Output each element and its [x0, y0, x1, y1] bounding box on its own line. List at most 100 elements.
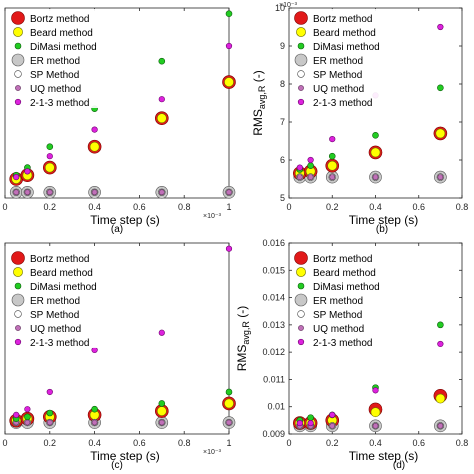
uq-marker: [372, 422, 379, 429]
y-tick-label: 0.01: [267, 402, 285, 412]
beard-marker: [224, 77, 234, 87]
legend-box: [9, 249, 104, 348]
m213-marker: [307, 419, 314, 427]
x-axis-label: Time step (s): [90, 213, 160, 227]
y-tick-label: 10: [275, 3, 285, 13]
legend: Bortz method Beard method DiMasi method ER …: [292, 9, 387, 109]
x-tick-label: 0.8: [456, 202, 469, 212]
legend-label: 2-1-3 method: [30, 98, 89, 109]
dimasi-marker: [91, 405, 98, 413]
x-axis-label: Time step (s): [349, 213, 419, 227]
legend-label: UQ method: [313, 324, 364, 335]
beard-marker: [370, 147, 381, 158]
m213-marker: [158, 329, 165, 336]
dimasi-marker: [328, 152, 336, 160]
y-tick-label: 0.016: [262, 238, 285, 248]
x-tick-label: 0.2: [44, 202, 57, 212]
axes-box: [4, 7, 230, 199]
legend-m213-marker: [14, 98, 22, 106]
y-tick-label: 0.011: [263, 374, 285, 384]
panel-label: (b): [376, 224, 388, 235]
panel-2: 0 0.2 0.4 0.6 0.8 5 6 7 8 9 10×10⁻³ Time step (s) RM…: [251, 2, 468, 235]
legend-bortz-marker: [294, 11, 308, 25]
x-tick-label: 0.2: [326, 438, 339, 448]
beard-marker: [327, 160, 338, 171]
panel-label: (c): [111, 460, 123, 471]
legend-dimasi-marker: [14, 42, 22, 50]
legend-uq-marker: [298, 325, 304, 331]
legend-label: DiMasi method: [313, 42, 380, 53]
legend-er-marker: [294, 53, 308, 67]
x-axis-label: Time step (s): [349, 449, 419, 463]
legend-sp-marker: [297, 70, 305, 78]
dimasi-marker: [158, 400, 166, 407]
legend-label: UQ method: [313, 84, 364, 95]
m213-marker: [372, 387, 379, 394]
x-axis-label: Time step (s): [90, 449, 160, 463]
y-axis-label: RMSavg,R (-): [235, 306, 251, 372]
legend-uq-marker: [15, 325, 21, 331]
dimasi-marker: [46, 409, 54, 417]
y-tick-label: 9: [280, 41, 285, 51]
x-tick-label: 0.8: [178, 438, 191, 448]
uq-marker: [307, 174, 314, 180]
y-axis-label: RMSavg,R (-): [251, 70, 267, 136]
beard-marker: [435, 128, 446, 139]
beard-marker: [156, 113, 167, 124]
legend-sp-marker: [14, 70, 22, 78]
m213-marker: [24, 168, 31, 175]
dimasi-marker: [46, 143, 54, 150]
x-tick-label: 0: [286, 438, 291, 448]
legend-label: Beard method: [30, 28, 93, 39]
dimasi-marker: [307, 414, 314, 421]
uq-marker: [24, 189, 31, 196]
beard-marker: [89, 141, 100, 152]
x-tick-label: 0.6: [412, 202, 425, 212]
y-tick-label: 0.013: [262, 320, 285, 330]
legend-label: UQ method: [30, 84, 81, 95]
dimasi-marker: [437, 321, 444, 329]
m213-marker: [437, 340, 444, 348]
beard-marker: [44, 162, 55, 173]
legend-dimasi-marker: [14, 282, 22, 290]
legend-sp-marker: [14, 310, 22, 318]
legend-label: Beard method: [313, 268, 376, 279]
legend: Bortz method Beard method DiMasi method ER …: [9, 249, 104, 349]
legend-label: Bortz method: [30, 14, 89, 25]
uq-marker: [296, 174, 303, 180]
y-tick-label: 7: [280, 117, 285, 127]
legend-label: DiMasi method: [30, 42, 97, 53]
legend-label: Bortz method: [313, 254, 372, 265]
uq-marker: [372, 174, 379, 180]
panel-4: 0 0.2 0.4 0.6 0.8 0.009 0.01 0.011 0.012 0.013 0.0…: [235, 238, 468, 471]
panel-label: (d): [393, 460, 405, 471]
legend-label: 2-1-3 method: [313, 338, 372, 349]
m213-marker: [329, 136, 336, 143]
y-tick-label: 5: [280, 193, 285, 203]
legend-bortz-marker: [11, 11, 25, 25]
y-tick-label: 0.015: [262, 265, 285, 275]
panel-3: 0 0.2 0.4 0.6 0.8 1 ×10⁻³ Time step (s) Bortz me…: [2, 242, 236, 471]
legend-label: 2-1-3 method: [313, 98, 372, 109]
x-tick-label: 0.8: [456, 438, 469, 448]
legend-label: DiMasi method: [313, 282, 380, 293]
legend-box: [292, 9, 387, 108]
x-tick-label: 0.6: [133, 438, 146, 448]
legend-er-marker: [11, 53, 25, 67]
dimasi-marker: [225, 10, 233, 17]
legend-m213-marker: [297, 338, 305, 346]
x-tick-label: 0: [2, 202, 7, 212]
legend-label: DiMasi method: [30, 282, 97, 293]
legend-beard-marker: [13, 267, 23, 277]
legend-beard-marker: [296, 27, 306, 37]
dimasi-marker: [225, 388, 233, 396]
legend-beard-marker: [13, 27, 23, 37]
panel-1: 0 0.2 0.4 0.6 0.8 1 ×10⁻³ Time step (s) Bortz me…: [2, 7, 236, 235]
x-tick-label: 0.4: [88, 202, 101, 212]
m213-marker: [46, 153, 53, 160]
beard-marker: [370, 407, 381, 418]
m213-marker: [91, 126, 98, 133]
legend-box: [9, 9, 104, 108]
dimasi-marker: [437, 84, 444, 92]
uq-marker: [329, 174, 336, 180]
